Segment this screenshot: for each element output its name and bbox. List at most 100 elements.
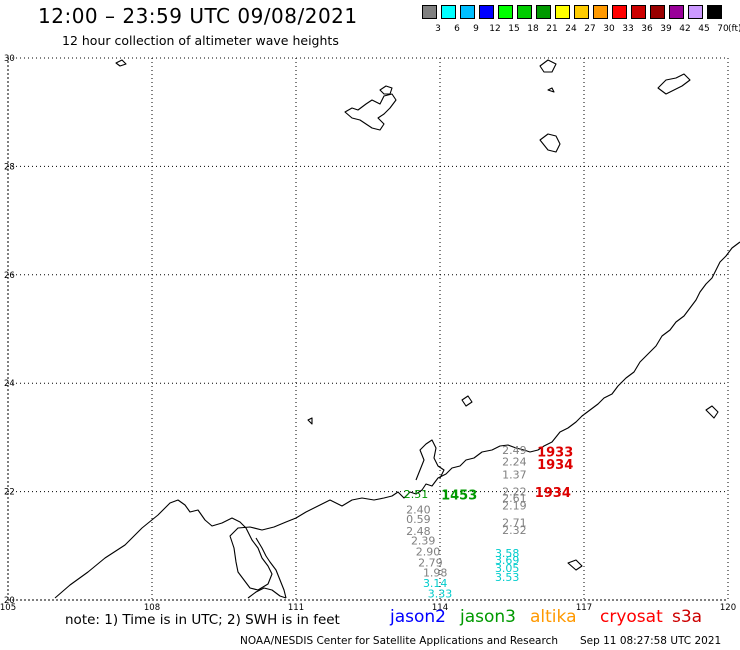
top-mark-1 xyxy=(115,59,127,67)
leizhou-peninsula xyxy=(255,537,287,599)
wave-height-value: 3.05 xyxy=(495,562,520,575)
legend-label: 70 xyxy=(717,24,729,34)
wave-height-value: 2.51 xyxy=(404,488,429,501)
legend-swatch xyxy=(479,5,494,19)
legend-swatch xyxy=(574,5,589,19)
legend-swatch xyxy=(517,5,532,19)
lake-island-3 xyxy=(539,133,561,153)
wave-height-value: 2.49 xyxy=(502,444,527,457)
islet-3 xyxy=(547,87,555,93)
wave-height-value: 3.69 xyxy=(495,554,520,567)
legend-label: 30 xyxy=(603,24,615,34)
wave-height-value: 3.58 xyxy=(495,547,520,560)
wave-height-value: 2.39 xyxy=(411,535,436,548)
lake-island-2 xyxy=(379,85,393,95)
pass-time-label: 1934 xyxy=(537,458,573,473)
legend-swatch xyxy=(536,5,551,19)
wave-height-value: 1.37 xyxy=(502,469,527,482)
wave-height-value: 2.32 xyxy=(502,524,527,537)
legend-label: 39 xyxy=(660,24,672,34)
legend-label: 12 xyxy=(489,24,501,34)
pearl-river-delta xyxy=(415,439,445,481)
satellite-name: s3a xyxy=(672,607,703,627)
legend-label: 18 xyxy=(527,24,539,34)
lake-island-4 xyxy=(539,59,557,73)
wave-height-value: 2.40 xyxy=(406,503,431,516)
wave-height-value: 0.59 xyxy=(406,513,431,526)
wave-height-value: 2.79 xyxy=(418,556,443,569)
satellite-name: jason3 xyxy=(460,607,516,627)
legend-label: 33 xyxy=(622,24,634,34)
legend-swatch xyxy=(650,5,665,19)
wave-height-value: 2.19 xyxy=(502,499,527,512)
legend-swatch xyxy=(612,5,627,19)
lon-tick-label: 111 xyxy=(288,603,304,613)
map-title: 12:00 – 23:59 UTC 09/08/2021 xyxy=(38,4,358,28)
satellite-name: altika xyxy=(530,607,577,627)
legend-swatch xyxy=(593,5,608,19)
satellite-name: jason2 xyxy=(390,607,446,627)
wave-height-value: 2.24 xyxy=(502,456,527,469)
legend-swatch xyxy=(707,5,722,19)
wave-height-value: 2.22 xyxy=(502,485,527,498)
legend-label: 45 xyxy=(698,24,710,34)
legend-label: 27 xyxy=(584,24,596,34)
legend-swatch xyxy=(441,5,456,19)
islet-2 xyxy=(307,417,313,425)
credit-line: NOAA/NESDIS Center for Satellite Applica… xyxy=(240,635,558,647)
coastline xyxy=(54,59,740,599)
islet-1 xyxy=(461,395,473,407)
lon-tick-label: 108 xyxy=(144,603,160,613)
taiwan-north xyxy=(705,405,719,419)
lat-tick-label: 22 xyxy=(4,488,15,498)
legend-label: 3 xyxy=(435,24,441,34)
legend-label: 6 xyxy=(454,24,460,34)
satellite-name: cryosat xyxy=(600,607,663,627)
wave-height-value: 3.33 xyxy=(428,587,453,600)
wave-height-value: 3.53 xyxy=(495,571,520,584)
lat-tick-label: 24 xyxy=(4,379,15,389)
pescadores xyxy=(567,559,583,571)
legend-swatch xyxy=(498,5,513,19)
lat-tick-label: 28 xyxy=(4,162,15,172)
legend-unit: (ft) xyxy=(728,24,740,34)
lon-tick-label: 120 xyxy=(720,603,736,613)
wave-height-value: 2.71 xyxy=(502,516,527,529)
legend-swatch xyxy=(555,5,570,19)
wave-height-value: 2.48 xyxy=(406,525,431,538)
mainland-coastline xyxy=(54,241,740,599)
units-note: note: 1) Time is in UTC; 2) SWH is in fe… xyxy=(65,612,340,628)
lat-tick-label: 30 xyxy=(4,54,15,64)
pass-time-label: 1453 xyxy=(441,489,477,504)
lat-tick-label: 26 xyxy=(4,271,15,281)
hainan-island xyxy=(247,587,287,599)
pass-time-label: 1933 xyxy=(537,445,573,460)
legend-label: 15 xyxy=(508,24,520,34)
wave-height-value: 2.61 xyxy=(502,492,527,505)
legend-label: 42 xyxy=(679,24,691,34)
lake-island-1 xyxy=(344,93,397,131)
legend-swatch xyxy=(422,5,437,19)
wave-height-value: 2.90 xyxy=(416,546,441,559)
wave-height-observations: 2.492.241.37 2.222.612.19 2.712.32 2.400.59… xyxy=(404,444,527,600)
legend-label: 36 xyxy=(641,24,653,34)
plot-frame xyxy=(7,57,729,601)
legend-swatch xyxy=(688,5,703,19)
lat-lon-grid: 105 108 111 114 117 120 30 28 26 24 22 20 xyxy=(0,54,736,613)
legend-swatch xyxy=(631,5,646,19)
pass-time-label: 1934 xyxy=(535,486,571,501)
legend-label: 9 xyxy=(473,24,479,34)
generation-timestamp: Sep 11 08:27:58 UTC 2021 xyxy=(580,635,722,647)
east-coast-1 xyxy=(657,73,691,95)
legend-swatch xyxy=(669,5,684,19)
legend-label: 24 xyxy=(565,24,577,34)
legend-swatch xyxy=(460,5,475,19)
legend-label: 21 xyxy=(546,24,558,34)
lat-tick-label: 20 xyxy=(4,596,15,606)
lon-tick-label: 117 xyxy=(576,603,592,613)
lon-tick-label: 105 xyxy=(0,603,16,613)
map-subtitle: 12 hour collection of altimeter wave hei… xyxy=(62,33,339,48)
wave-height-value: 3.14 xyxy=(423,577,448,590)
